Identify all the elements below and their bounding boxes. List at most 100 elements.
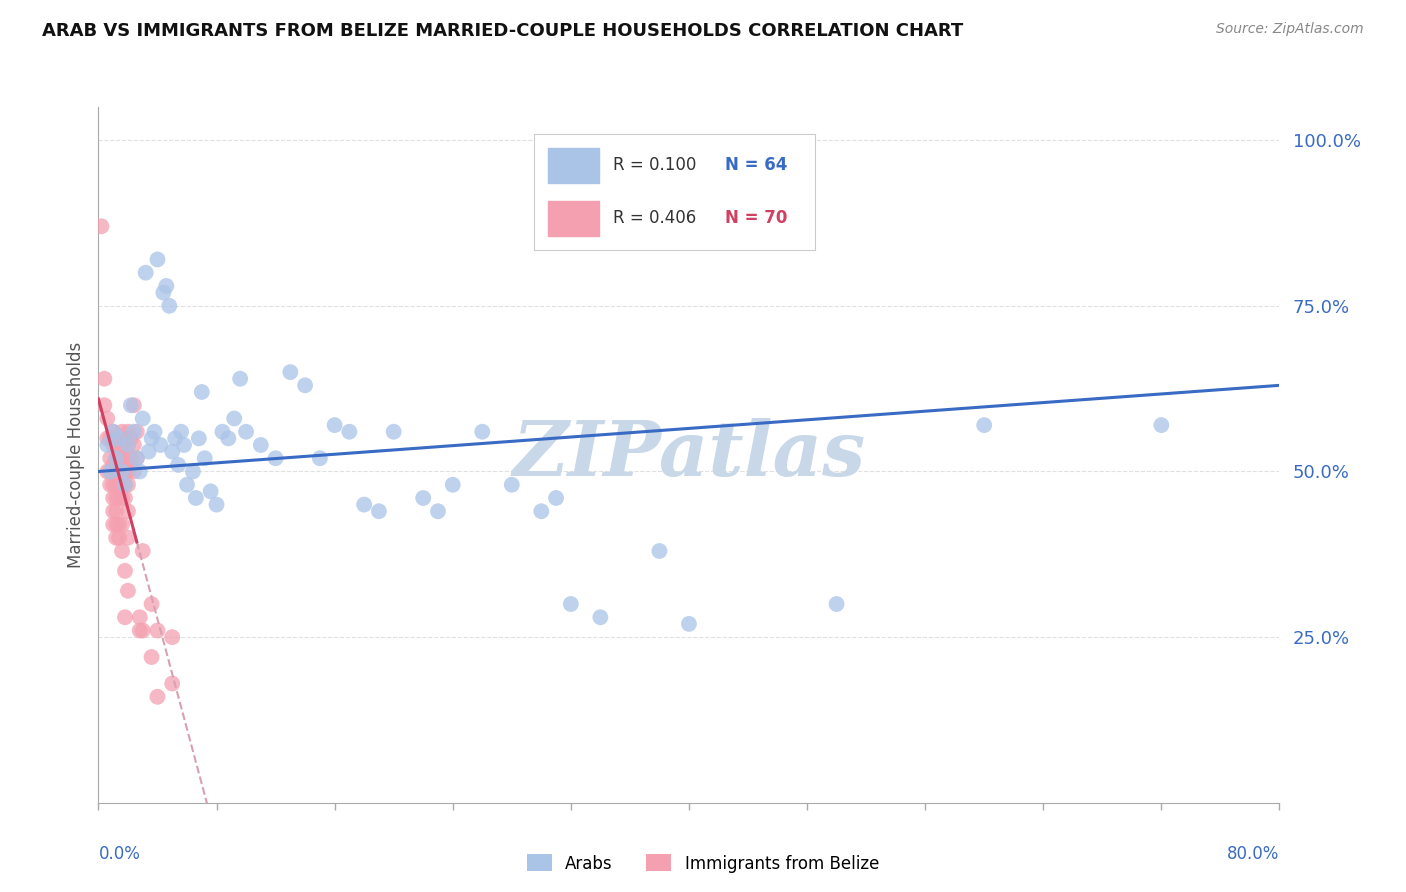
Point: [149, 438, 172, 452]
Point: [111, 465, 134, 479]
Point: [122, 465, 145, 479]
Point: [132, 544, 155, 558]
Text: 0.0%: 0.0%: [98, 845, 141, 863]
Point: [224, 411, 246, 425]
Point: [1150, 418, 1173, 433]
Point: [181, 465, 204, 479]
Point: [165, 431, 187, 445]
Point: [155, 279, 177, 293]
Point: [98, 465, 121, 479]
Point: [368, 504, 391, 518]
Point: [162, 630, 183, 644]
Point: [108, 451, 131, 466]
Point: [108, 517, 131, 532]
Point: [117, 465, 139, 479]
Text: R = 0.406: R = 0.406: [613, 210, 696, 227]
Point: [103, 438, 125, 452]
Point: [128, 610, 150, 624]
Point: [141, 650, 163, 665]
Point: [108, 531, 131, 545]
Point: [973, 418, 995, 433]
Point: [105, 465, 128, 479]
Point: [103, 425, 125, 439]
Point: [217, 431, 239, 445]
Point: [337, 425, 360, 439]
Point: [141, 431, 163, 445]
Text: N = 64: N = 64: [725, 156, 787, 174]
Point: [103, 491, 125, 505]
Point: [125, 451, 148, 466]
Point: [103, 504, 125, 518]
Bar: [548, 201, 599, 235]
Point: [105, 517, 128, 532]
Point: [162, 444, 183, 458]
Point: [157, 299, 180, 313]
Point: [96, 465, 118, 479]
Point: [194, 451, 217, 466]
Point: [128, 465, 150, 479]
Point: [98, 477, 121, 491]
Point: [105, 431, 128, 445]
Point: [114, 610, 136, 624]
Point: [103, 477, 125, 491]
Point: [128, 624, 150, 638]
Point: [278, 365, 302, 379]
Point: [114, 431, 136, 445]
Point: [105, 504, 128, 518]
Point: [105, 531, 128, 545]
Point: [96, 431, 118, 445]
Point: [353, 498, 375, 512]
Point: [111, 451, 134, 466]
Point: [111, 491, 134, 505]
Point: [309, 451, 332, 466]
Point: [544, 491, 567, 505]
Point: [114, 477, 136, 491]
Point: [122, 425, 145, 439]
Point: [141, 597, 163, 611]
Point: [382, 425, 405, 439]
Point: [678, 616, 700, 631]
Point: [108, 477, 131, 491]
Point: [111, 425, 134, 439]
Point: [176, 477, 198, 491]
Point: [648, 544, 671, 558]
Point: [125, 451, 148, 466]
Point: [135, 266, 157, 280]
Point: [98, 465, 121, 479]
Point: [441, 477, 464, 491]
Point: [173, 438, 195, 452]
Point: [162, 676, 183, 690]
Point: [146, 252, 169, 267]
Point: [111, 544, 134, 558]
Point: [114, 465, 136, 479]
Point: [471, 425, 494, 439]
Point: [114, 451, 136, 466]
Point: [117, 425, 139, 439]
Point: [825, 597, 848, 611]
Point: [122, 398, 145, 412]
Point: [132, 624, 155, 638]
Point: [103, 458, 125, 472]
Point: [93, 398, 115, 412]
Point: [114, 491, 136, 505]
Point: [108, 491, 131, 505]
Point: [501, 477, 523, 491]
Point: [122, 438, 145, 452]
Point: [105, 451, 128, 466]
Point: [117, 477, 139, 491]
Text: N = 70: N = 70: [725, 210, 787, 227]
Point: [120, 431, 142, 445]
Point: [427, 504, 450, 518]
Point: [167, 458, 190, 472]
Point: [117, 531, 139, 545]
Point: [103, 425, 125, 439]
Text: R = 0.100: R = 0.100: [613, 156, 696, 174]
Point: [152, 285, 174, 300]
Point: [111, 517, 134, 532]
Point: [93, 372, 115, 386]
Point: [170, 425, 193, 439]
Point: [111, 438, 134, 452]
Text: ZIPatlas: ZIPatlas: [512, 418, 866, 491]
Point: [105, 491, 128, 505]
Point: [200, 484, 222, 499]
